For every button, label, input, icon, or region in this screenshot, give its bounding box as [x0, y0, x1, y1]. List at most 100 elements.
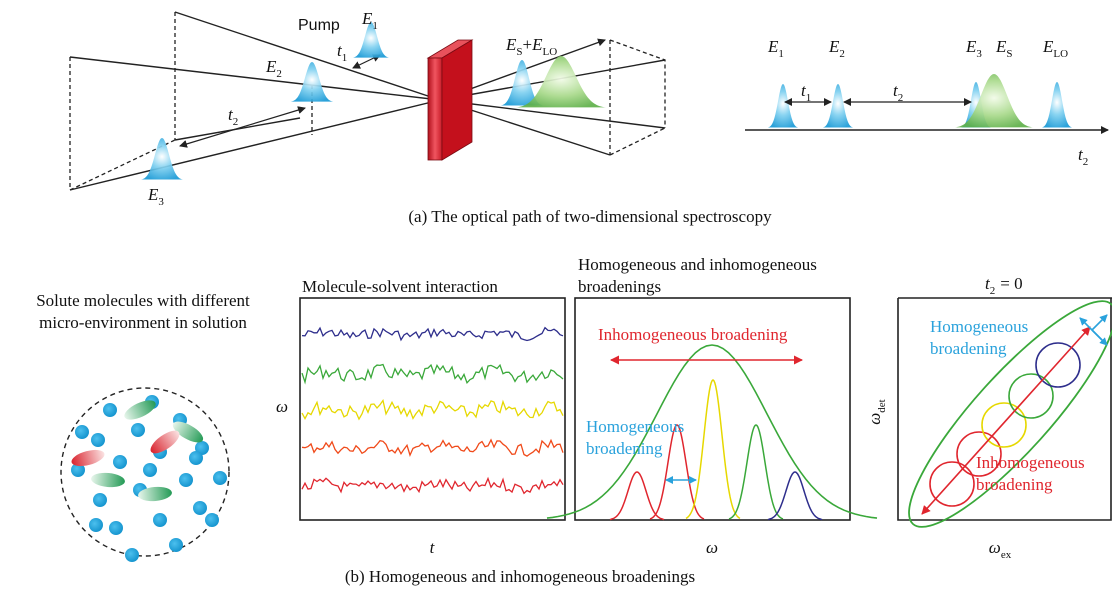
trace	[302, 440, 563, 456]
e3-label: E3	[147, 185, 164, 208]
solvent-molecule	[193, 501, 207, 515]
symbol: E	[265, 57, 277, 76]
caption-a: (a) The optical path of two-dimensional …	[408, 207, 772, 226]
solvent-molecule	[125, 548, 139, 562]
pulses	[141, 22, 1072, 180]
e3-label: E3	[965, 37, 982, 60]
subscript: 1	[372, 20, 378, 32]
x-axis-label: ω	[706, 538, 718, 557]
plus: +	[523, 35, 533, 54]
subscript: 2	[898, 92, 904, 104]
caption-b: (b) Homogeneous and inhomogeneous broade…	[345, 567, 695, 586]
symbol: E	[147, 185, 159, 204]
fluctuation-traces	[302, 328, 563, 494]
time-axis-label: t2	[1078, 145, 1088, 168]
solvent-molecule	[213, 471, 227, 485]
pulse	[141, 138, 183, 180]
homogeneous-arrow	[1092, 315, 1107, 330]
input-beams	[70, 12, 440, 190]
e1-label: E1	[767, 37, 784, 60]
es-label: ES	[995, 37, 1013, 60]
homogeneous-label: Homogeneous	[586, 417, 684, 436]
subscript: ex	[1001, 549, 1012, 561]
symbol: E	[505, 35, 517, 54]
solute-title: Solute molecules with different	[36, 291, 250, 310]
solvent-molecule	[153, 513, 167, 527]
solvent-molecule	[93, 493, 107, 507]
subscript: LO	[543, 46, 558, 58]
subscript: 3	[976, 48, 982, 60]
symbol: E	[361, 9, 373, 28]
solvent-molecule	[169, 538, 183, 552]
sample-side	[442, 40, 472, 160]
subscript: 1	[342, 52, 348, 64]
solvent-molecule	[89, 518, 103, 532]
molecules	[70, 395, 227, 562]
subscript: 2	[839, 48, 845, 60]
t2-label: t2	[228, 105, 238, 128]
inhomogeneous-label: Inhomogeneous broadening	[598, 325, 788, 344]
subscript: 2	[1083, 156, 1089, 168]
trace	[302, 478, 563, 493]
homogeneous-label: broadening	[586, 439, 663, 458]
solvent-molecule	[131, 423, 145, 437]
subscript: 2	[276, 68, 282, 80]
sample-front	[428, 58, 442, 160]
broadening-title: Homogeneous and inhomogeneous	[578, 255, 817, 274]
line-shape	[930, 462, 974, 506]
x-axis-label: ωex	[989, 538, 1012, 561]
t1-label: t1	[801, 81, 811, 104]
t2-arrow	[180, 108, 305, 146]
solvent-molecule	[205, 513, 219, 527]
homogeneous-label: broadening	[930, 339, 1007, 358]
e2-label: E2	[828, 37, 845, 60]
t2-label: t2	[893, 81, 903, 104]
subscript: 2	[990, 285, 996, 297]
symbol: E	[767, 37, 779, 56]
trace	[302, 365, 563, 383]
line-shape	[729, 425, 783, 519]
symbol: E	[995, 37, 1007, 56]
subscript: 2	[233, 116, 239, 128]
t1-label: t1	[337, 41, 347, 64]
solvent-molecule	[75, 425, 89, 439]
solvent-molecule	[179, 473, 193, 487]
subscript: 3	[158, 196, 164, 208]
rest: = 0	[1000, 274, 1022, 293]
pulse	[1042, 82, 1072, 128]
pulse	[768, 84, 798, 128]
symbol: E	[1042, 37, 1054, 56]
x-axis-label: t	[430, 538, 436, 557]
solvent-molecule	[113, 455, 127, 469]
pump-label: Pump	[298, 17, 340, 34]
line-shape	[1009, 374, 1053, 418]
solvent-molecule	[91, 433, 105, 447]
homogeneous-arrow	[1092, 330, 1107, 345]
symbol: E	[828, 37, 840, 56]
symbol: ω	[989, 538, 1001, 557]
symbol: E	[531, 35, 543, 54]
inhomogeneous-label: broadening	[976, 475, 1053, 494]
trace	[302, 328, 563, 341]
pulse	[823, 84, 853, 128]
solvent-molecule	[143, 463, 157, 477]
solute-molecule	[90, 472, 125, 489]
twod-title: t2= 0	[985, 274, 1023, 297]
y-axis-label: ωdet	[865, 399, 888, 424]
symbol: ω	[865, 413, 884, 425]
e2-label: E2	[265, 57, 282, 80]
solvent-molecule	[189, 451, 203, 465]
solute-title: micro-environment in solution	[39, 313, 247, 332]
subscript: det	[876, 399, 888, 412]
interaction-title: Molecule-solvent interaction	[302, 277, 498, 296]
subscript: S	[1006, 48, 1012, 60]
symbol: E	[965, 37, 977, 56]
broadening-title: broadenings	[578, 277, 661, 296]
subscript: LO	[1053, 48, 1068, 60]
solvent-molecule	[109, 521, 123, 535]
output-frame	[610, 40, 665, 155]
subscript: 1	[778, 48, 784, 60]
inhomogeneous-label: Inhomogeneous	[976, 453, 1085, 472]
pulse	[291, 62, 333, 102]
subscript: 1	[806, 92, 812, 104]
